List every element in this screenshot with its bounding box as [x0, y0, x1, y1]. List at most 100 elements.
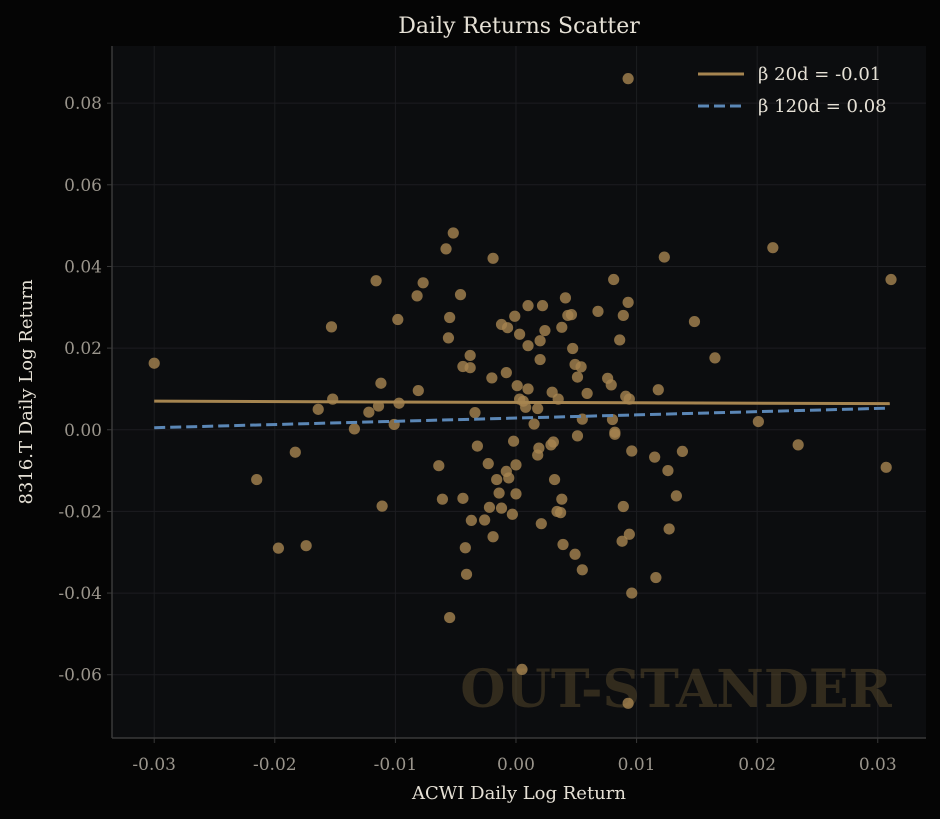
scatter-point-17 [411, 290, 423, 302]
scatter-point-31 [460, 568, 473, 580]
scatter-point-109 [622, 697, 634, 709]
scatter-point-27 [454, 289, 467, 301]
plot-area [112, 46, 926, 738]
scatter-point-38 [482, 458, 494, 470]
scatter-point-125 [752, 415, 764, 428]
scatter-point-70 [534, 353, 546, 366]
scatter-point-22 [440, 243, 452, 255]
y-axis-label: 8316.T Daily Log Return [16, 279, 37, 504]
scatter-point-82 [556, 493, 568, 505]
scatter-point-117 [652, 384, 664, 396]
y-tick-label-0: -0.06 [58, 666, 102, 686]
scatter-point-43 [491, 473, 503, 486]
scatter-point-37 [479, 514, 491, 526]
scatter-point-25 [444, 611, 456, 624]
scatter-point-44 [493, 487, 505, 499]
scatter-point-8 [348, 423, 360, 435]
grid-lines [112, 46, 926, 738]
scatter-point-59 [516, 663, 528, 676]
scatter-point-34 [465, 514, 477, 526]
scatter-point-21 [436, 493, 449, 505]
scatter-point-92 [575, 361, 587, 373]
scatter-point-46 [495, 502, 508, 514]
scatter-point-63 [522, 383, 534, 395]
scatter-point-123 [688, 315, 701, 328]
scatter-point-115 [649, 451, 661, 463]
scatter-point-90 [571, 371, 584, 383]
scatter-point-116 [650, 571, 662, 584]
scatter-point-20 [433, 460, 445, 472]
scatter-point-98 [605, 379, 617, 391]
scatter-point-13 [376, 500, 388, 512]
scatter-point-73 [539, 324, 551, 337]
axes [111, 46, 926, 739]
x-tick-label-2: -0.01 [374, 755, 418, 775]
y-tick-label-7: 0.08 [64, 94, 102, 114]
scatter-point-102 [609, 428, 621, 440]
scatter-point-30 [459, 542, 471, 554]
scatter-point-26 [447, 227, 459, 239]
scatter-point-53 [509, 310, 521, 322]
scatter-point-52 [507, 435, 520, 447]
scatter-point-106 [617, 309, 629, 322]
scatter-point-105 [617, 500, 629, 513]
x-tick-label-5: 0.02 [738, 755, 776, 775]
scatter-point-110 [622, 296, 634, 308]
scatter-point-62 [522, 300, 534, 312]
x-tick-label-1: -0.02 [253, 755, 297, 775]
scatter-point-95 [581, 387, 593, 400]
y-tick-label-6: 0.06 [64, 176, 102, 196]
scatter-point-5 [312, 403, 324, 415]
scatter-point-120 [663, 523, 675, 535]
scatter-point-126 [767, 242, 779, 254]
scatter-point-41 [487, 252, 499, 264]
scatter-point-51 [506, 508, 518, 520]
scatter-point-56 [511, 380, 523, 392]
scatter-point-91 [571, 430, 584, 442]
x-tick-label-0: -0.03 [132, 755, 176, 775]
scatter-point-40 [486, 372, 498, 384]
scatter-point-113 [626, 445, 638, 457]
scatter-point-80 [555, 507, 567, 519]
scatter-point-122 [676, 445, 689, 458]
scatter-point-72 [536, 300, 549, 312]
y-tick-label-4: 0.02 [64, 339, 102, 359]
scatter-point-77 [548, 473, 561, 486]
beta-20d-line [154, 399, 890, 406]
x-tick-label-3: 0.00 [497, 755, 535, 775]
scatter-point-81 [556, 321, 568, 333]
scatter-point-124 [709, 352, 721, 364]
scatter-point-94 [576, 564, 588, 576]
scatter-point-84 [559, 292, 572, 304]
scatter-point-87 [567, 342, 579, 355]
legend-label-20d: β 20d = -0.01 [758, 64, 881, 85]
scatter-point-24 [444, 311, 456, 324]
scatter-point-108 [622, 73, 634, 85]
scatter-point-10 [370, 275, 382, 287]
scatter-point-68 [533, 442, 545, 454]
legend: β 20d = -0.01 β 120d = 0.08 [698, 64, 887, 117]
scatter-point-32 [464, 349, 476, 362]
scatter-point-2 [272, 542, 285, 554]
scatter-point-83 [557, 538, 569, 551]
scatter-point-114 [626, 587, 638, 599]
chart-title: Daily Returns Scatter [398, 14, 640, 39]
scatter-point-19 [417, 277, 429, 289]
scatter-point-1 [251, 473, 263, 486]
scatter-point-112 [623, 528, 635, 540]
scatter-point-6 [325, 321, 338, 333]
scatter-point-15 [392, 313, 404, 326]
scatter-point-96 [592, 305, 604, 317]
scatter-point-100 [608, 273, 620, 286]
scatter-point-66 [532, 402, 544, 415]
scatter-point-29 [457, 492, 469, 504]
scatter-point-12 [375, 377, 387, 389]
x-tick-label-6: 0.03 [859, 755, 897, 775]
scatter-point-0 [148, 357, 160, 369]
scatter-point-47 [500, 367, 512, 379]
scatter-point-69 [534, 335, 546, 347]
scatter-point-88 [569, 548, 581, 560]
scatter-point-9 [363, 406, 375, 418]
scatter-point-39 [483, 501, 496, 513]
